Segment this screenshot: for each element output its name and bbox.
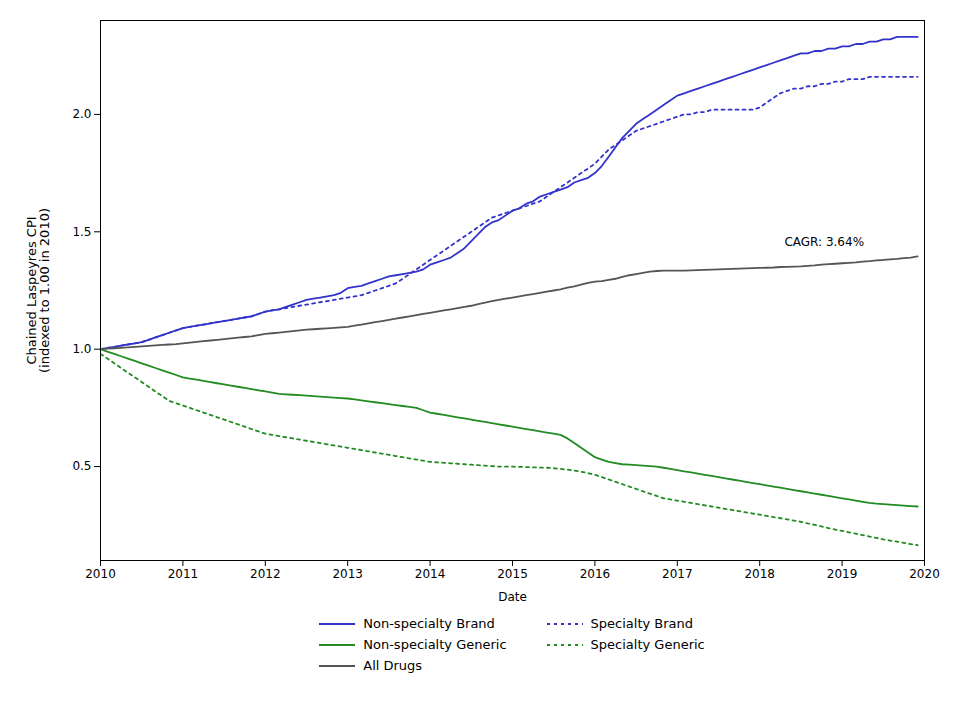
svg-text:2017: 2017 bbox=[662, 567, 693, 581]
svg-text:2015: 2015 bbox=[497, 567, 528, 581]
html-text:Specialty Brand: Specialty Brand bbox=[590, 616, 693, 631]
svg-text:2020: 2020 bbox=[909, 567, 940, 581]
svg-text:1.0: 1.0 bbox=[72, 342, 91, 356]
svg-text:2012: 2012 bbox=[250, 567, 281, 581]
svg-text:2019: 2019 bbox=[827, 567, 858, 581]
svg-text:2018: 2018 bbox=[744, 567, 775, 581]
svg-text:1.5: 1.5 bbox=[72, 225, 91, 239]
svg-text:2.0: 2.0 bbox=[72, 107, 91, 121]
html-text:Non-specialty Generic: Non-specialty Generic bbox=[363, 637, 507, 652]
svg-text:2013: 2013 bbox=[332, 567, 363, 581]
svg-text:2014: 2014 bbox=[415, 567, 446, 581]
svg-text:2016: 2016 bbox=[580, 567, 611, 581]
html-text:All Drugs: All Drugs bbox=[363, 658, 423, 673]
html-text:Non-specialty Brand: Non-specialty Brand bbox=[363, 616, 495, 631]
svg-text:2010: 2010 bbox=[85, 567, 116, 581]
html-text:Specialty Generic: Specialty Generic bbox=[590, 637, 705, 652]
svg-text:0.5: 0.5 bbox=[72, 459, 91, 473]
svg-text:2011: 2011 bbox=[168, 567, 199, 581]
svg-text:CAGR: 3.64%: CAGR: 3.64% bbox=[784, 235, 864, 249]
svg-text:Chained Laspeyres CPI(indexed: Chained Laspeyres CPI(indexed to 1.00 in… bbox=[24, 208, 52, 373]
svg-text:Date: Date bbox=[498, 590, 527, 604]
